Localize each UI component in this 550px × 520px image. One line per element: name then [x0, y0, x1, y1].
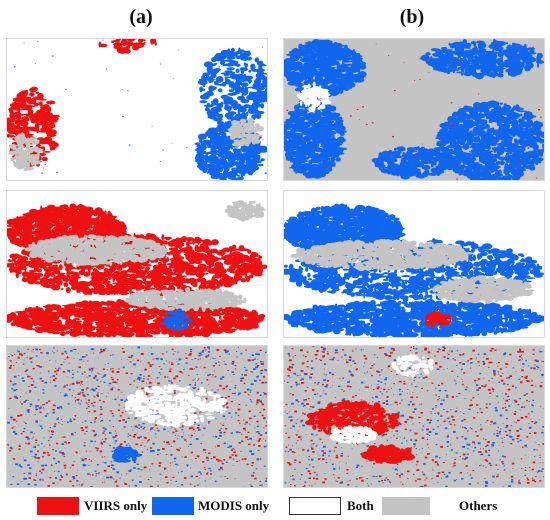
others-cluster — [224, 200, 266, 222]
others-cluster — [7, 132, 44, 172]
viirs-cluster — [7, 86, 60, 168]
viirs-speckle — [286, 43, 542, 180]
panel-b-3 — [283, 345, 545, 488]
modis-cluster — [419, 39, 544, 80]
both-cluster — [124, 384, 227, 428]
modis-cluster — [284, 299, 544, 337]
modis-cluster — [284, 96, 348, 179]
map-panel-b-3 — [284, 346, 544, 487]
panel-b-1 — [283, 38, 545, 181]
map-panel-b-1 — [284, 39, 544, 180]
both-cluster — [296, 81, 332, 113]
modis-speckle — [284, 346, 544, 487]
legend: VIIRS only MODIS only Both Others — [0, 493, 550, 519]
column-label-a: (a) — [129, 6, 153, 28]
map-panel-b-2 — [284, 191, 544, 337]
modis-cluster — [434, 100, 544, 180]
panel-a-1 — [6, 38, 268, 181]
others-cluster — [432, 274, 535, 304]
legend-swatch-modis — [152, 497, 194, 515]
panel-a-3 — [6, 345, 268, 488]
legend-swatch-others — [382, 497, 430, 515]
map-panel-a-2 — [7, 191, 267, 337]
others-cluster — [24, 234, 169, 267]
map-panel-a-3 — [7, 346, 267, 487]
column-label-b: (b) — [399, 6, 425, 28]
viirs-cluster — [360, 444, 416, 465]
modis-cluster — [111, 445, 142, 463]
modis-speckle — [13, 39, 267, 175]
others-cluster — [290, 239, 473, 272]
others-cluster — [124, 287, 247, 312]
panel-b-2 — [283, 190, 545, 338]
modis-speckle — [7, 346, 267, 487]
modis-cluster — [371, 145, 455, 180]
both-cluster — [391, 354, 434, 378]
legend-label-viirs: VIIRS only — [84, 498, 148, 513]
legend-label-both: Both — [347, 498, 374, 513]
viirs-cluster — [98, 39, 157, 54]
others-cluster — [227, 117, 265, 147]
modis-cluster — [159, 308, 193, 331]
viirs-cluster — [424, 311, 454, 329]
map-panel-a-1 — [7, 39, 267, 180]
legend-label-others: Others — [459, 498, 498, 513]
legend-swatch-viirs — [37, 497, 79, 515]
both-cluster — [330, 424, 379, 445]
panel-a-2 — [6, 190, 268, 338]
legend-label-modis: MODIS only — [198, 498, 270, 513]
legend-swatch-both — [289, 497, 341, 515]
